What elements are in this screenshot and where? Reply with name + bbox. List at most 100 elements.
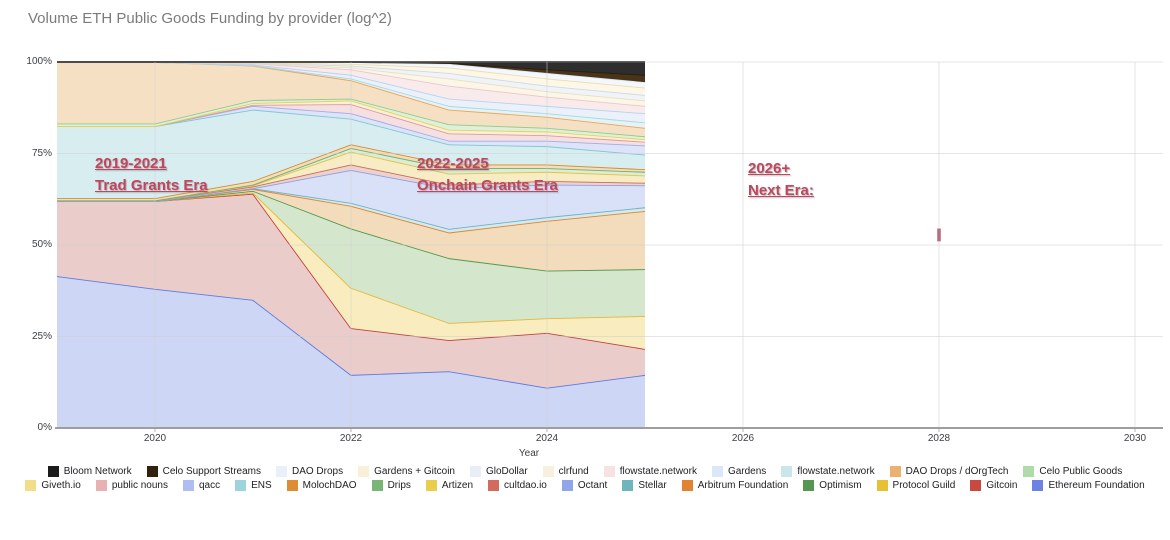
legend-swatch xyxy=(275,466,287,477)
legend-label: ENS xyxy=(251,480,272,491)
legend-label: cultdao.io xyxy=(504,480,547,491)
legend-label: Stellar xyxy=(638,480,667,491)
legend-swatch xyxy=(1023,466,1035,477)
area-ethereum-foundation xyxy=(57,276,645,428)
legend-swatch xyxy=(488,480,500,491)
legend-item: clrfund xyxy=(542,466,589,477)
legend-item: ENS xyxy=(235,480,272,491)
legend-label: clrfund xyxy=(558,466,589,477)
x-tick-label: 2030 xyxy=(1123,433,1147,444)
legend-item: Artizen xyxy=(425,480,473,491)
x-tick-label: 2022 xyxy=(339,433,363,444)
legend-label: Protocol Guild xyxy=(892,480,956,491)
legend-swatch xyxy=(95,480,107,491)
y-tick-label: 75% xyxy=(31,147,52,159)
x-tick-label: 2026 xyxy=(731,433,755,444)
legend-label: flowstate.network xyxy=(619,466,697,477)
y-tick-label: 25% xyxy=(31,330,52,342)
era-annotation-years: 2026+ xyxy=(748,160,791,177)
legend-swatch xyxy=(469,466,481,477)
legend-item: Giveth.io xyxy=(25,480,81,491)
legend-label: Arbitrum Foundation xyxy=(697,480,789,491)
legend-swatch xyxy=(876,480,888,491)
legend-label: Drips xyxy=(387,480,411,491)
era-annotation-next-era: 2026+ Next Era: xyxy=(748,158,814,202)
legend-item: Stellar xyxy=(622,480,667,491)
legend-label: Ethereum Foundation xyxy=(1048,480,1145,491)
area-arbitrum-foundation xyxy=(57,189,645,271)
legend-swatch xyxy=(970,480,982,491)
legend-item: public nouns xyxy=(95,480,168,491)
legend-label: Giveth.io xyxy=(41,480,81,491)
legend-label: Octant xyxy=(577,480,608,491)
legend-item: Gardens xyxy=(711,466,767,477)
legend-item: Octant xyxy=(561,480,608,491)
legend-item: Ethereum Foundation xyxy=(1032,480,1145,491)
legend-label: Gitcoin xyxy=(986,480,1018,491)
chart-legend: Bloom Network Celo Support Streams DAO Dro… xyxy=(0,466,1170,491)
legend-label: Gardens xyxy=(727,466,767,477)
legend-label: GloDollar xyxy=(485,466,528,477)
legend-swatch xyxy=(1032,480,1044,491)
legend-swatch xyxy=(711,466,723,477)
legend-label: MolochDAO xyxy=(302,480,357,491)
legend-swatch xyxy=(603,466,615,477)
future-data-marker xyxy=(937,228,941,242)
area-gardens xyxy=(57,62,645,123)
area-flowstate-network xyxy=(57,62,645,128)
legend-item: MolochDAO xyxy=(286,480,357,491)
area-celo-public-goods xyxy=(57,98,645,140)
legend-swatch xyxy=(146,466,158,477)
legend-swatch xyxy=(371,480,383,491)
y-tick-label: 50% xyxy=(31,239,52,250)
era-annotation-trad-grants: 2019-2021 Trad Grants Era xyxy=(95,153,208,197)
legend-item: flowstate.network xyxy=(781,466,875,477)
x-tick-label: 2024 xyxy=(535,433,559,444)
area-celo-support-streams xyxy=(57,62,645,83)
legend-item: Optimism xyxy=(803,480,862,491)
legend-swatch xyxy=(358,466,370,477)
legend-swatch xyxy=(622,480,634,491)
legend-swatch xyxy=(803,480,815,491)
legend-label: Celo Support Streams xyxy=(162,466,261,477)
legend-item: DAO Drops / dOrgTech xyxy=(889,466,1009,477)
legend-label: Bloom Network xyxy=(63,466,132,477)
era-annotation-years: 2019-2021 xyxy=(95,155,167,172)
legend-label: Gardens + Gitcoin xyxy=(374,466,455,477)
legend-item: Protocol Guild xyxy=(876,480,956,491)
legend-item: Bloom Network xyxy=(47,466,132,477)
legend-swatch xyxy=(561,480,573,491)
legend-swatch xyxy=(47,466,59,477)
area-ens xyxy=(57,109,645,199)
legend-item: DAO Drops xyxy=(275,466,344,477)
legend-item: Arbitrum Foundation xyxy=(681,480,789,491)
legend-item: Gardens + Gitcoin xyxy=(358,466,455,477)
legend-item: Celo Public Goods xyxy=(1023,466,1122,477)
legend-item: qacc xyxy=(182,480,221,491)
legend-item: cultdao.io xyxy=(488,480,547,491)
legend-label: Celo Public Goods xyxy=(1039,466,1123,477)
legend-label: flowstate.network xyxy=(797,466,875,477)
era-annotation-onchain-grants: 2022-2025 Onchain Grants Era xyxy=(417,153,558,197)
legend-row-2: Giveth.io public nouns qacc ENS MolochDAO Dri… xyxy=(25,480,1145,491)
area-cultdao-io xyxy=(57,164,645,202)
era-annotation-label: Next Era: xyxy=(748,182,814,199)
legend-item: flowstate.network xyxy=(603,466,697,477)
legend-item: Celo Support Streams xyxy=(146,466,261,477)
legend-label: qacc xyxy=(198,480,221,491)
legend-swatch xyxy=(25,480,37,491)
legend-item: GloDollar xyxy=(469,466,528,477)
legend-row-1: Bloom Network Celo Support Streams DAO Dro… xyxy=(47,466,1122,477)
legend-label: DAO Drops / dOrgTech xyxy=(905,466,1009,477)
legend-swatch xyxy=(781,466,793,477)
area-gardens-gitcoin xyxy=(57,62,645,95)
area-gitcoin xyxy=(57,193,645,388)
area-dao-drops xyxy=(57,62,645,88)
chart-title: Volume ETH Public Goods Funding by provi… xyxy=(28,10,392,27)
y-tick-label: 0% xyxy=(37,422,52,433)
legend-swatch xyxy=(425,480,437,491)
legend-label: DAO Drops xyxy=(291,466,344,477)
legend-swatch xyxy=(286,480,298,491)
